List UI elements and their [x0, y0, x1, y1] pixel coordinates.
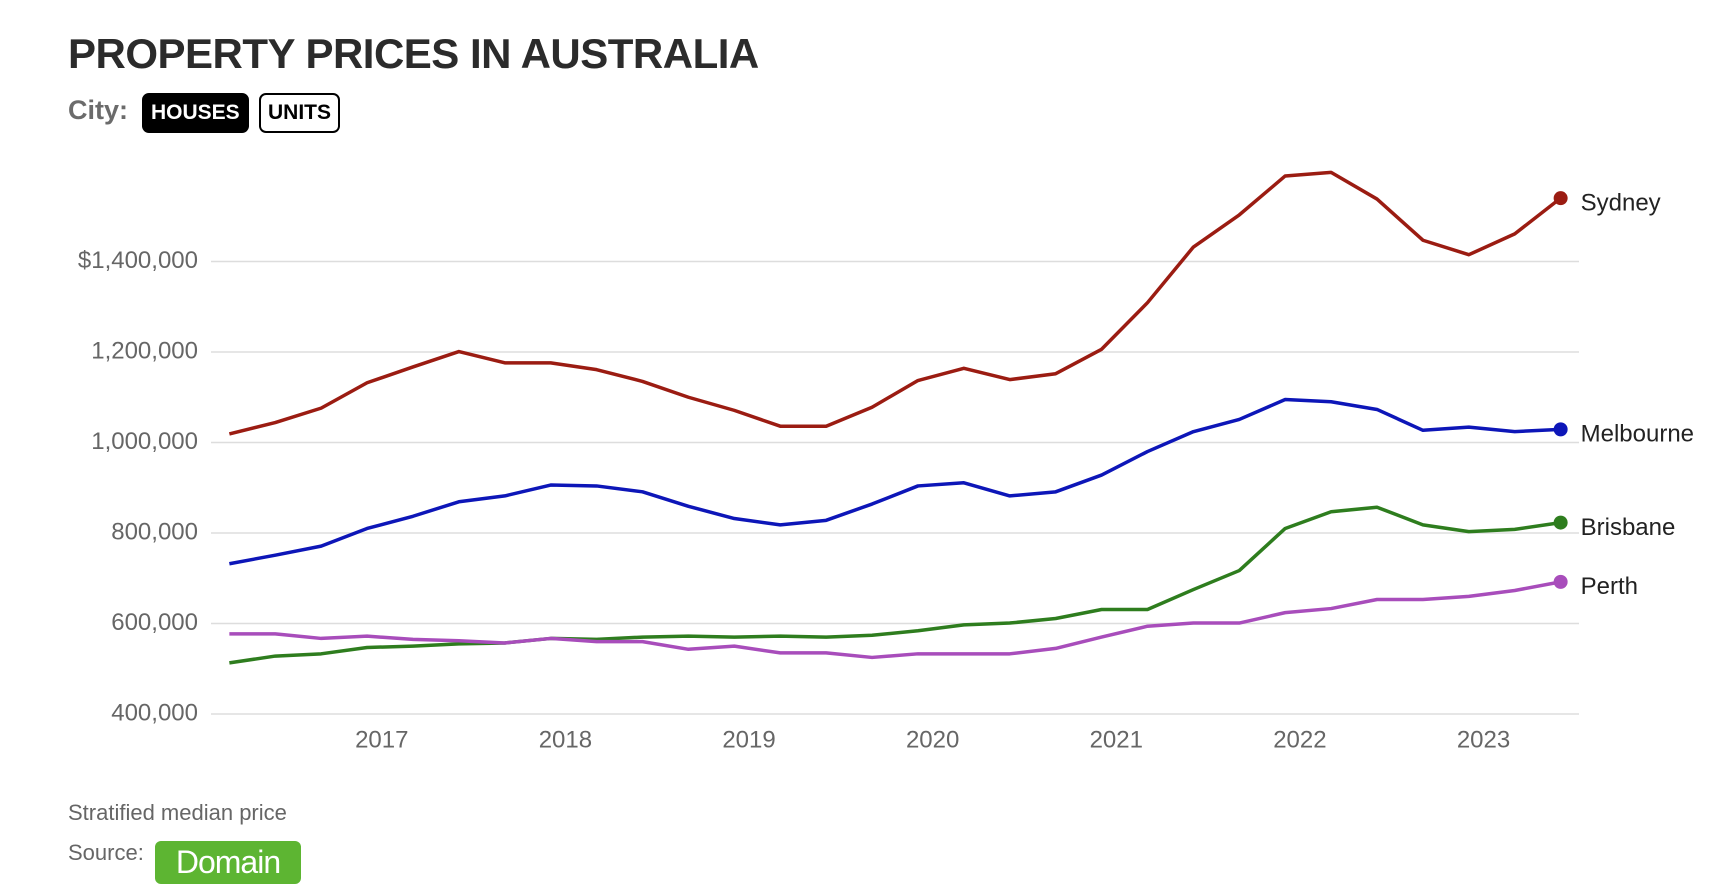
series-line — [229, 580, 1561, 660]
x-tick-label: 2021 — [1090, 726, 1143, 753]
series-label: Perth — [1581, 573, 1638, 600]
end-dot — [1553, 422, 1568, 437]
y-tick-label: 1,000,000 — [91, 428, 198, 455]
x-tick-label: 2020 — [906, 726, 959, 753]
x-tick-label: 2017 — [355, 726, 408, 753]
filter-button[interactable]: UNITS — [259, 93, 340, 133]
series-label: Sydney — [1581, 189, 1661, 216]
end-dot — [1553, 191, 1568, 206]
title: PROPERTY PRICES IN AUSTRALIA — [68, 30, 759, 77]
series-label: Melbourne — [1581, 421, 1694, 448]
filter-button[interactable]: HOUSES — [142, 93, 249, 133]
end-dot — [1553, 515, 1568, 530]
series-line — [229, 397, 1561, 566]
y-tick-label: 400,000 — [111, 699, 198, 726]
y-tick-label: 1,200,000 — [91, 337, 198, 364]
x-tick-label: 2019 — [722, 726, 775, 753]
y-tick-label: $1,400,000 — [78, 247, 198, 274]
end-dot — [1553, 574, 1568, 589]
x-tick-label: 2022 — [1273, 726, 1326, 753]
x-tick-label: 2018 — [539, 726, 592, 753]
source-logo[interactable]: Domain — [155, 841, 301, 884]
series-line — [228, 170, 1562, 436]
note: Stratified median price — [68, 800, 287, 825]
x-tick-label: 2023 — [1457, 726, 1510, 753]
source-label: Source: — [68, 840, 144, 865]
series-label: Brisbane — [1581, 514, 1676, 541]
series-line — [229, 505, 1561, 665]
y-tick-label: 600,000 — [111, 609, 198, 636]
chart: 400,000 600,000 800,000 1,000,000 1,200,000 $… — [78, 170, 1694, 753]
filter-label: City: — [68, 95, 128, 125]
y-tick-label: 800,000 — [111, 518, 198, 545]
